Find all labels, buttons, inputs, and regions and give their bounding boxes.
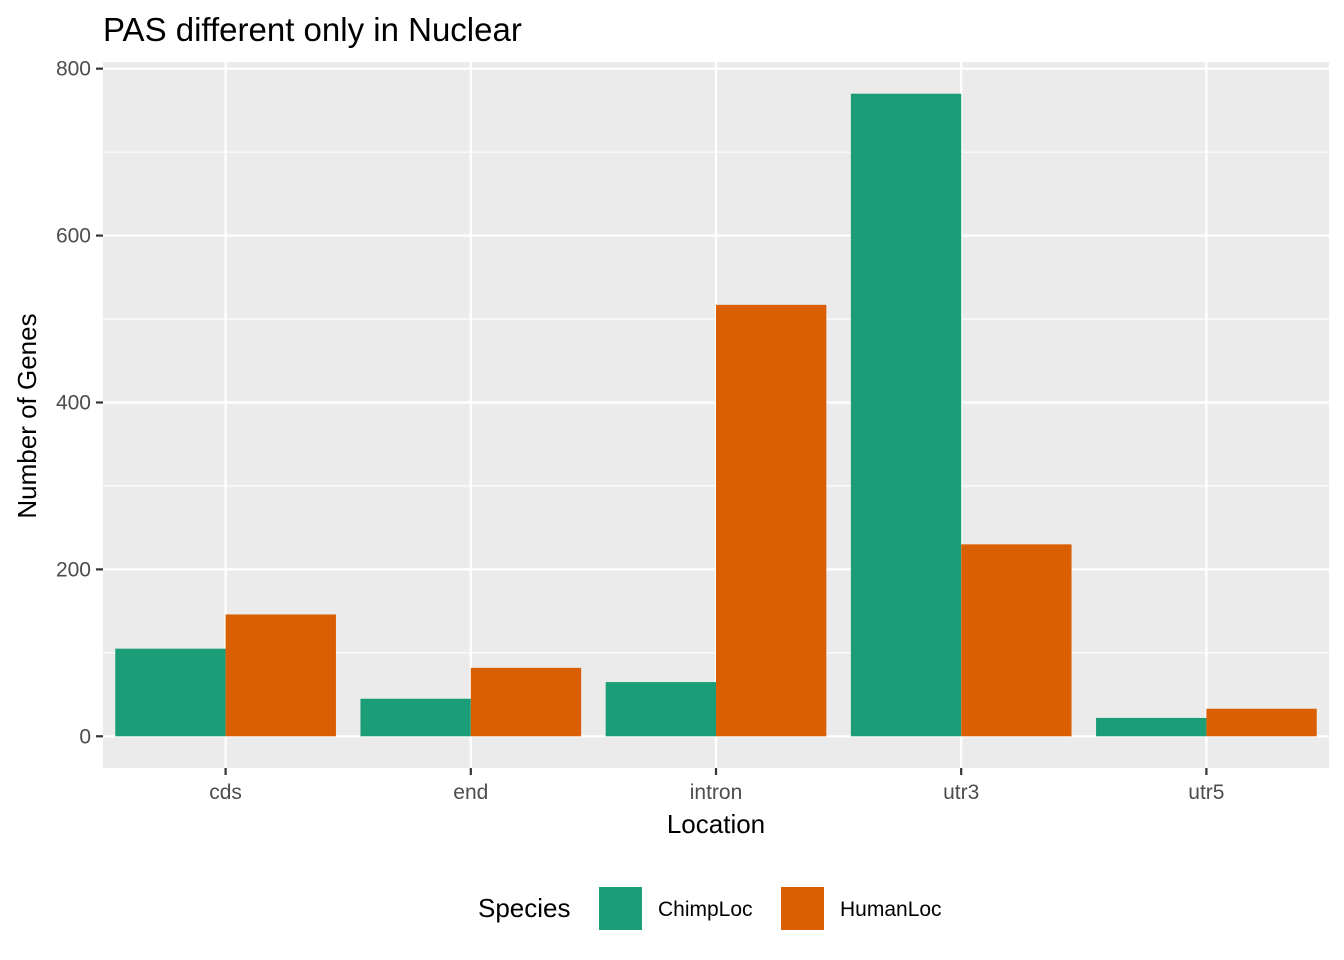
bar-humanloc-utr5 xyxy=(1206,708,1317,737)
legend-key-chimploc xyxy=(599,887,642,930)
x-axis-title: Location xyxy=(667,809,765,839)
y-tick-label: 0 xyxy=(79,725,91,748)
bar-humanloc-utr3 xyxy=(961,544,1072,737)
y-tick-label: 200 xyxy=(56,558,91,581)
y-axis-title: Number of Genes xyxy=(12,313,42,518)
bar-chimploc-utr3 xyxy=(850,93,962,737)
x-axis: cds end intron utr3 utr5 xyxy=(209,768,1224,804)
x-tick-label-end: end xyxy=(453,781,488,804)
bar-humanloc-intron xyxy=(716,304,827,737)
bar-humanloc-cds xyxy=(225,614,336,737)
x-tick-label-utr5: utr5 xyxy=(1188,781,1224,804)
y-tick-label: 400 xyxy=(56,391,91,414)
x-tick-label-intron: intron xyxy=(690,781,743,804)
y-tick-label: 800 xyxy=(56,58,91,81)
bar-chimploc-intron xyxy=(605,682,716,737)
bar-humanloc-end xyxy=(470,667,582,737)
bar-chimploc-cds xyxy=(115,648,226,737)
y-tick-label: 600 xyxy=(56,225,91,248)
chart-title: PAS different only in Nuclear xyxy=(103,11,522,48)
x-tick-label-utr3: utr3 xyxy=(943,781,979,804)
bar-chimploc-end xyxy=(360,698,471,737)
x-tick-label-cds: cds xyxy=(209,781,242,804)
legend: Species ChimpLoc HumanLoc xyxy=(478,887,942,930)
bar-chimploc-utr5 xyxy=(1096,717,1207,737)
y-axis: 0 200 400 600 800 xyxy=(56,58,103,748)
legend-label-humanloc: HumanLoc xyxy=(840,898,942,921)
legend-title: Species xyxy=(478,893,571,923)
legend-key-humanloc xyxy=(781,887,824,930)
bars xyxy=(115,93,1317,737)
legend-label-chimploc: ChimpLoc xyxy=(658,898,753,921)
